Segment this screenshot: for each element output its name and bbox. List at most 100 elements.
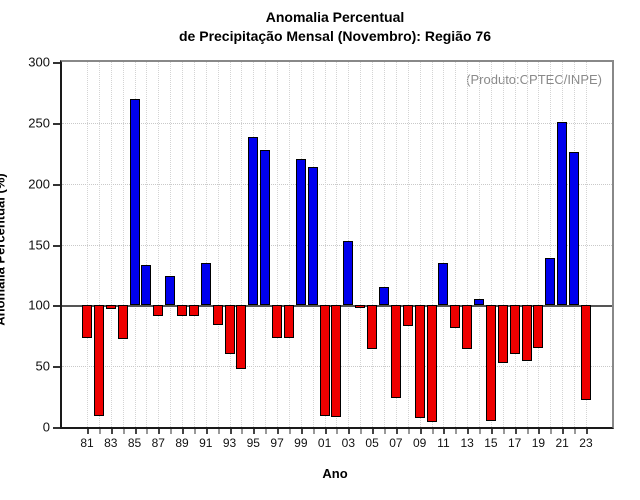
bar-20 [545,257,556,306]
x-tick-label-97: 97 [270,436,284,450]
v-gridline-20 [550,62,552,427]
x-tick-01 [324,429,327,434]
bar-91 [200,262,211,306]
y-tick-label-150: 150 [28,237,50,252]
x-tick-21 [562,429,565,434]
v-gridline-90 [193,62,195,427]
x-tick-99 [300,429,303,434]
bar-16 [497,305,508,363]
x-tick-19 [538,429,541,434]
x-tick-09 [419,429,422,434]
bar-89 [177,305,188,317]
bar-14 [474,299,485,306]
v-gridline-02 [336,62,338,427]
y-tick-label-200: 200 [28,176,50,192]
x-tick-23 [585,429,588,434]
bar-92 [212,305,223,325]
bar-97 [272,305,283,339]
v-gridline-23 [585,62,587,427]
x-tick-label-81: 81 [80,436,94,450]
x-tick-98 [288,429,291,434]
bar-93 [224,305,235,354]
x-tick-label-21: 21 [555,436,569,450]
chart-title: Anomalia Percentual de Precipitação Mens… [30,8,640,46]
x-tick-05 [372,429,375,434]
x-tick-label-87: 87 [151,436,165,450]
x-tick-94 [241,429,244,434]
bar-18 [521,305,532,362]
v-gridline-98 [288,62,290,427]
x-tick-10 [431,429,434,434]
v-gridline-82 [98,62,100,427]
x-tick-90 [193,429,196,434]
x-tick-88 [170,429,173,434]
y-tick-50 [53,366,60,369]
v-gridline-12 [455,62,457,427]
x-tick-label-03: 03 [341,436,356,450]
bar-03 [343,240,354,306]
x-tick-label-01: 01 [317,436,332,450]
bar-90 [188,305,199,317]
y-tick-0 [53,427,60,429]
x-tick-84 [122,429,125,434]
x-tick-82 [98,429,101,434]
v-gridline-07 [395,62,397,427]
v-gridline-13 [467,62,469,427]
x-tick-89 [182,429,185,434]
v-gridline-15 [490,62,492,427]
bar-13 [462,305,473,350]
y-tick-label-50: 50 [35,358,50,374]
v-gridline-19 [538,62,540,427]
y-tick-200 [53,183,60,186]
bar-07 [390,305,401,398]
x-tick-02 [336,429,339,434]
x-tick-label-15: 15 [484,436,498,450]
x-tick-87 [158,429,161,434]
x-tick-93 [229,429,232,434]
bar-06 [379,287,389,306]
v-gridline-88 [170,62,172,427]
v-gridline-86 [146,62,148,427]
bar-05 [367,305,378,350]
bar-83 [105,305,116,309]
bar-21 [557,121,568,306]
v-gridline-10 [431,62,433,427]
x-tick-00 [312,429,315,434]
x-tick-06 [384,429,386,434]
y-tick-label-300: 300 [28,54,50,70]
x-tick-04 [360,429,363,434]
bar-01 [319,305,330,417]
y-axis-title: Anomalia Percentual (%) [0,173,8,326]
x-tick-08 [407,429,410,434]
bar-98 [283,305,294,339]
y-tick-250 [53,122,60,125]
v-gridline-11 [443,62,445,427]
bar-81 [82,305,92,339]
v-gridline-18 [526,62,528,427]
bar-94 [236,305,247,369]
v-gridline-09 [419,62,421,427]
bar-99 [295,159,306,306]
v-gridline-89 [182,62,184,427]
x-tick-12 [455,429,458,434]
v-gridline-87 [158,62,160,427]
bar-22 [569,152,580,306]
v-gridline-94 [241,62,243,427]
y-tick-300 [53,62,60,64]
x-tick-label-23: 23 [579,436,593,450]
x-tick-label-09: 09 [412,436,427,450]
v-gridline-01 [324,62,326,427]
v-gridline-93 [229,62,231,427]
bar-85 [129,98,140,306]
bar-96 [260,149,271,306]
x-tick-18 [526,429,529,434]
bar-19 [533,305,544,348]
x-tick-85 [134,429,137,434]
v-gridline-08 [407,62,409,427]
bar-12 [450,305,461,329]
x-tick-label-05: 05 [365,436,379,450]
bar-86 [141,265,152,306]
bar-17 [509,305,520,354]
x-tick-86 [146,429,149,434]
x-tick-label-19: 19 [531,436,546,450]
